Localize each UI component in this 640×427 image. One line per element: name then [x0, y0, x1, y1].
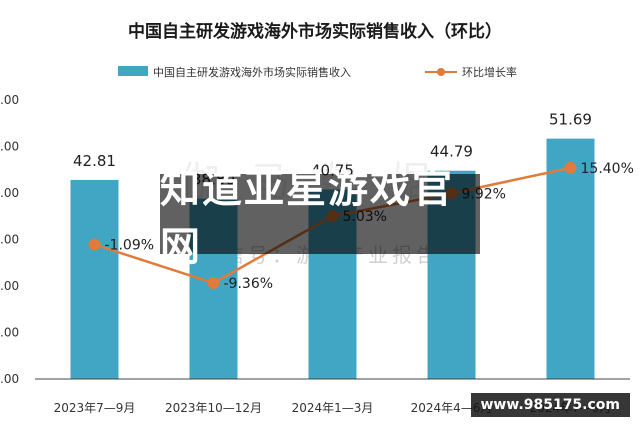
y-axis: .00 .00 .00 .00 .00 .00 .00	[0, 93, 19, 386]
bar-value-label: 44.79	[430, 143, 473, 161]
y-tick-label: .00	[0, 326, 19, 340]
growth-point	[207, 277, 220, 290]
overlay-url: www.985175.com	[470, 393, 630, 417]
bar-value-label: 51.69	[549, 111, 592, 129]
growth-point-label: 15.40%	[581, 161, 634, 177]
bar	[546, 138, 595, 379]
y-tick-label: .00	[0, 186, 19, 200]
legend-label-line: 环比增长率	[462, 65, 517, 79]
x-tick-label: 2023年7—9月	[54, 401, 136, 415]
y-tick-label: .00	[0, 233, 19, 247]
bar	[70, 179, 119, 379]
y-tick-label: .00	[0, 372, 19, 386]
legend: 中国自主研发游戏海外市场实际销售收入 环比增长率	[118, 65, 517, 79]
legend-swatch-bar	[118, 66, 148, 76]
growth-point-label: -9.36%	[224, 276, 274, 292]
chart-title: 中国自主研发游戏海外市场实际销售收入（环比）	[128, 21, 502, 42]
bar-value-label: 42.81	[73, 152, 116, 170]
y-tick-label: .00	[0, 93, 19, 107]
x-tick-label: 2024年1—3月	[292, 401, 374, 415]
growth-point	[564, 161, 577, 174]
y-tick-label: .00	[0, 140, 19, 154]
legend-label-bar: 中国自主研发游戏海外市场实际销售收入	[153, 65, 351, 79]
overlay-banner: 知道亚星游戏官网	[160, 166, 480, 270]
growth-point	[88, 238, 101, 251]
x-tick-label: 2023年10—12月	[165, 401, 262, 415]
growth-point-label: -1.09%	[105, 238, 155, 254]
y-tick-label: .00	[0, 279, 19, 293]
legend-swatch-marker	[437, 68, 445, 76]
